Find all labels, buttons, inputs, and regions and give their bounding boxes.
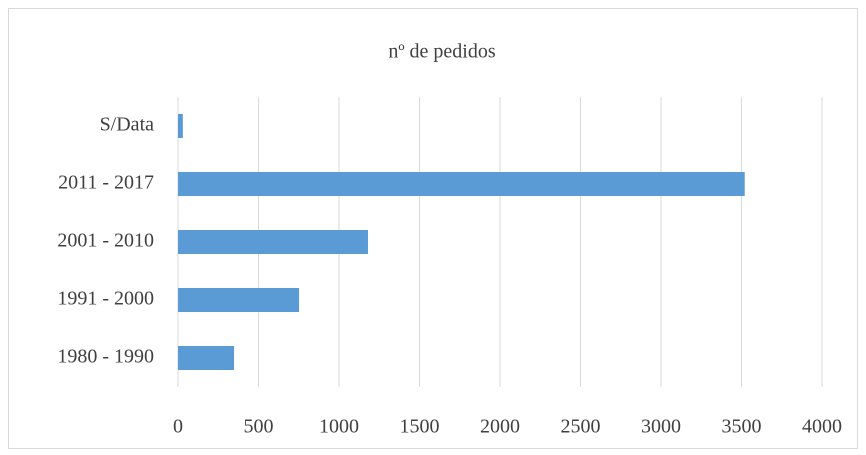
x-tick-label: 3500 (722, 416, 762, 438)
x-tick-label: 3000 (641, 416, 681, 438)
x-tick-label: 1000 (319, 416, 359, 438)
y-tick-label: 1991 - 2000 (57, 288, 154, 310)
bar (178, 346, 235, 370)
bar (178, 172, 745, 196)
bar (178, 288, 300, 312)
x-tick-label: 500 (244, 416, 274, 438)
x-tick-label: 4000 (802, 416, 842, 438)
bar (178, 230, 368, 254)
x-tick-label: 2500 (561, 416, 601, 438)
y-tick-label: 1980 - 1990 (57, 346, 154, 368)
x-tick-label: 0 (173, 416, 183, 438)
chart-title: nº de pedidos (388, 41, 496, 63)
chart-border (8, 8, 858, 449)
y-tick-label: 2001 - 2010 (57, 230, 154, 252)
x-tick-label: 1500 (400, 416, 440, 438)
y-tick-label: S/Data (100, 114, 155, 136)
x-tick-label: 2000 (480, 416, 520, 438)
y-tick-label: 2011 - 2017 (58, 172, 154, 194)
bar (178, 114, 183, 138)
